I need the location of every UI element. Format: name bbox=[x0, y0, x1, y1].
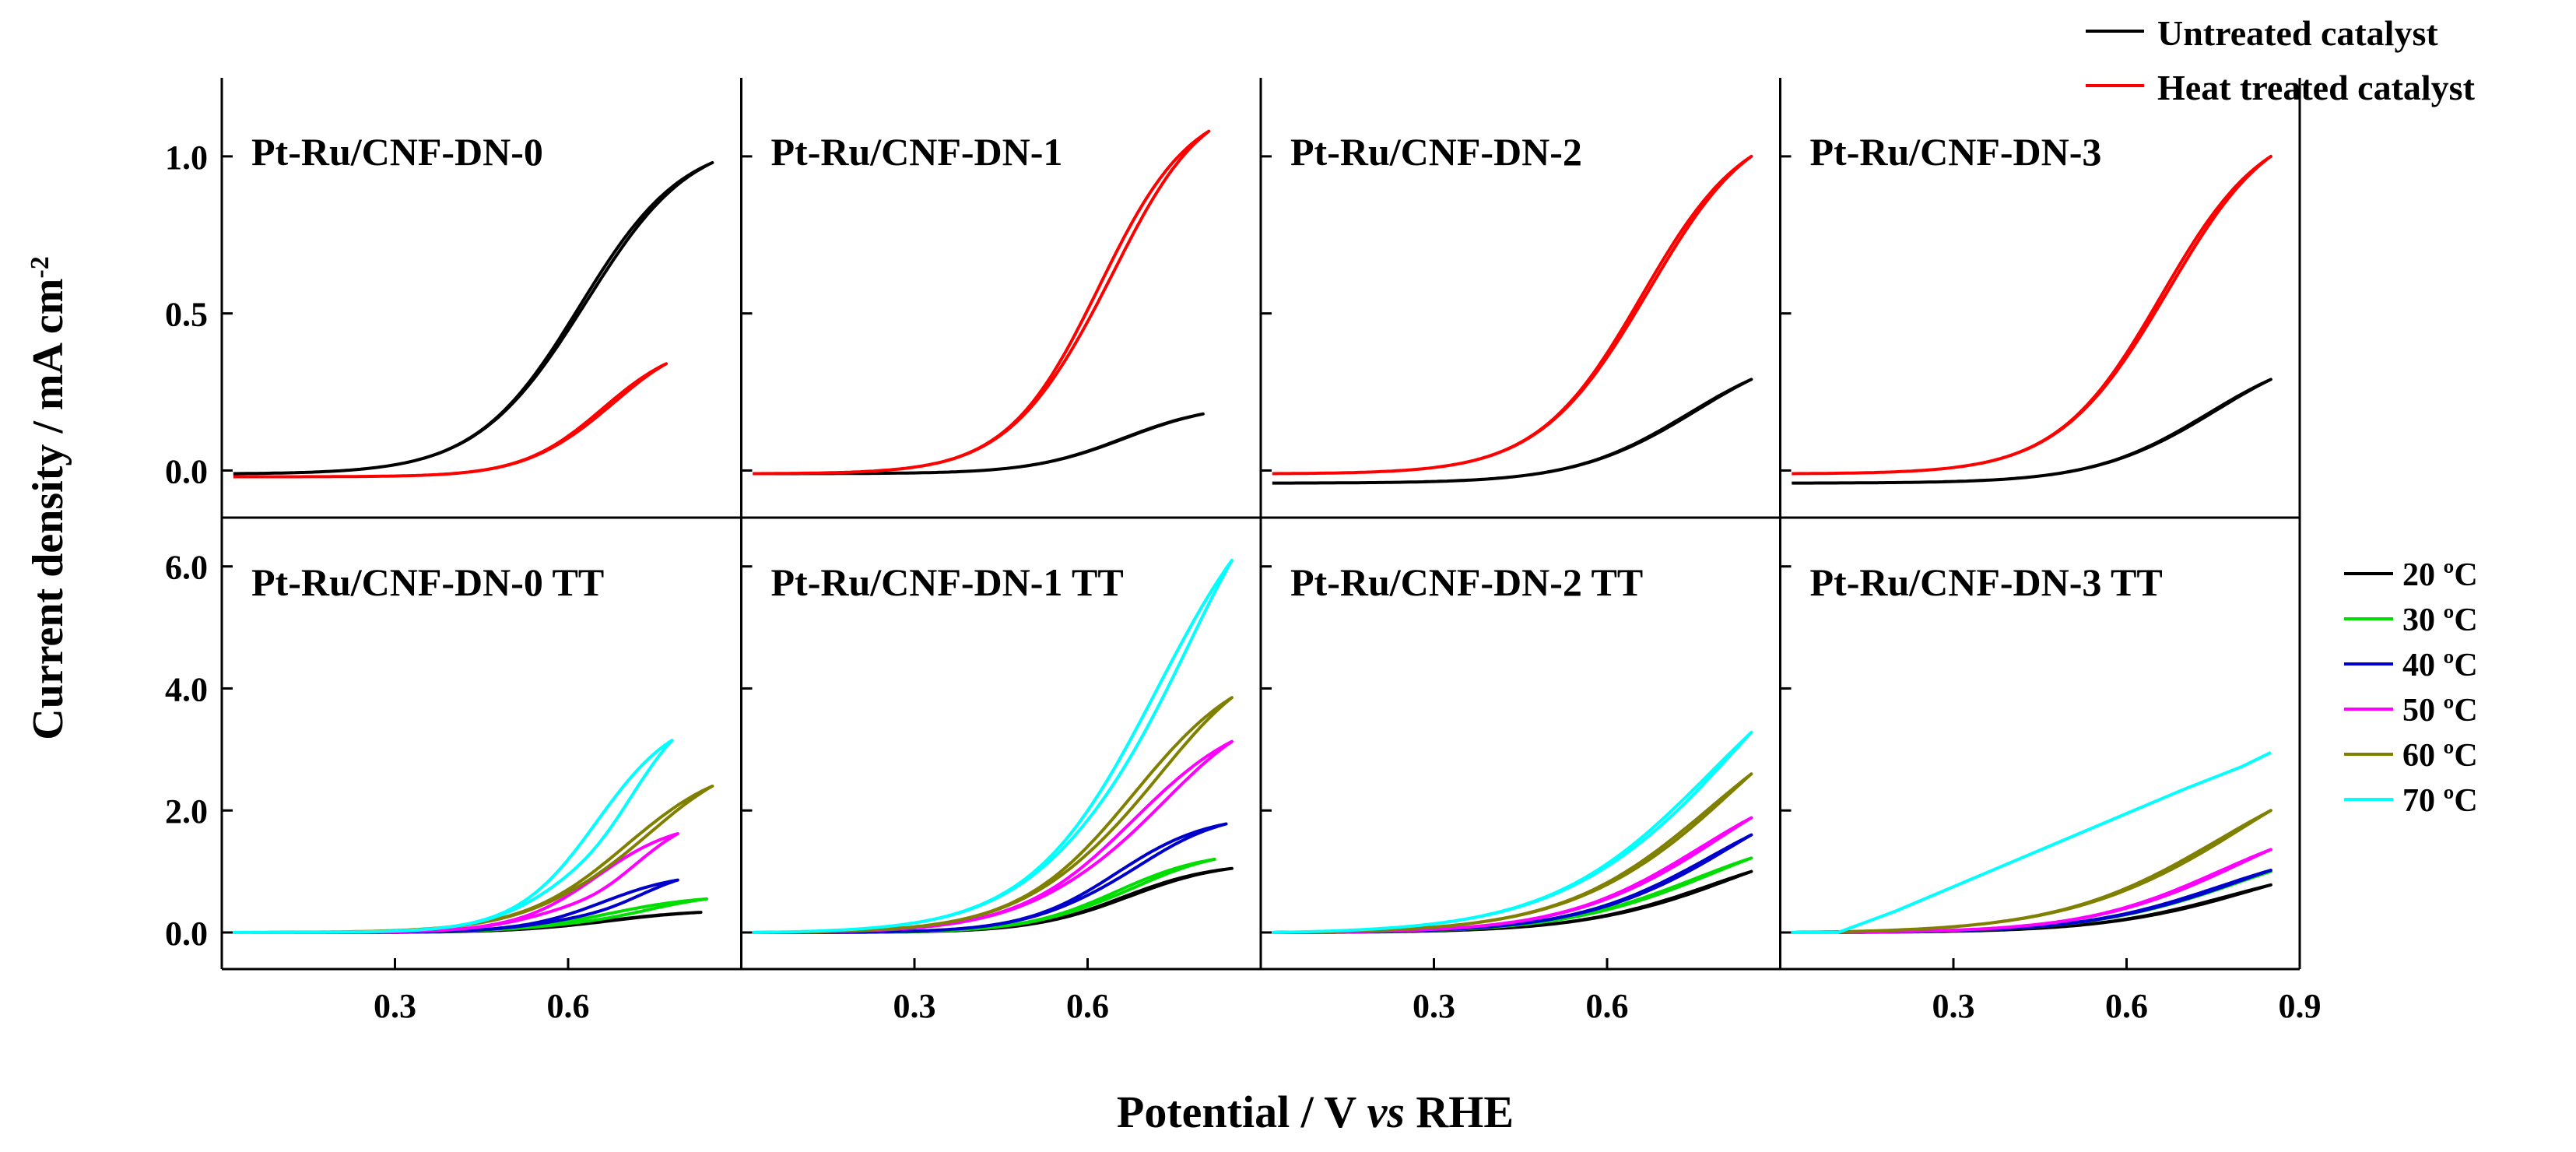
series-untreated-catalyst bbox=[233, 161, 714, 476]
panel-title: Pt-Ru/CNF-DN-3 TT bbox=[1810, 560, 2163, 604]
x-axis-label-italic: vs bbox=[1367, 1087, 1405, 1137]
legend-label-20c: 20 ºC bbox=[2402, 557, 2478, 593]
series-heat-treated-catalyst bbox=[753, 129, 1211, 476]
series-60-c bbox=[1272, 772, 1753, 934]
series-heat-treated-catalyst bbox=[1792, 154, 2272, 476]
panel-title: Pt-Ru/CNF-DN-2 bbox=[1290, 130, 1582, 174]
series-untreated-catalyst bbox=[1792, 378, 2272, 485]
legend-bottom: 20 ºC 30 ºC 40 ºC 50 ºC 60 ºC 70 ºC bbox=[2344, 557, 2478, 819]
x-tick-label: 0.3 bbox=[1413, 987, 1455, 1025]
panels: 0.0 0.5 1.0 Pt-Ru/CNF-DN-0 Pt-Ru/CNF-DN-1 Pt-… bbox=[165, 78, 2322, 1025]
series-50-c bbox=[1792, 848, 2272, 934]
x-tick-label: 0.9 bbox=[2279, 987, 2322, 1025]
series-60-c bbox=[1792, 809, 2272, 934]
x-tick-label: 0.6 bbox=[1586, 987, 1629, 1025]
legend-label-40c: 40 ºC bbox=[2402, 648, 2478, 683]
panel-title: Pt-Ru/CNF-DN-2 TT bbox=[1290, 560, 1643, 604]
y-axis-label-sup: -2 bbox=[26, 256, 54, 278]
legend-label-70c: 70 ºC bbox=[2402, 783, 2478, 819]
series-50-c bbox=[753, 739, 1234, 934]
x-tick-label: 0.3 bbox=[1932, 987, 1975, 1025]
series-60-c bbox=[753, 696, 1234, 934]
series-70-c bbox=[233, 739, 674, 934]
legend-label-30c: 30 ºC bbox=[2402, 602, 2478, 638]
y-tick-label: 0.0 bbox=[165, 915, 208, 953]
y-axis-label: Current density / mA cm-2 bbox=[24, 256, 72, 739]
series-40-c bbox=[753, 822, 1228, 934]
panel-pt-ru-cnf-dn-0: 0.0 0.5 1.0 Pt-Ru/CNF-DN-0 bbox=[165, 78, 742, 519]
series-70-c bbox=[1792, 751, 2272, 934]
x-tick-label: 0.6 bbox=[2105, 987, 2148, 1025]
panel-title: Pt-Ru/CNF-DN-1 bbox=[771, 130, 1063, 174]
x-tick-label: 0.6 bbox=[547, 987, 590, 1025]
panel-pt-ru-cnf-dn-2: Pt-Ru/CNF-DN-2 bbox=[1259, 78, 1781, 519]
panel-pt-ru-cnf-dn-0-tt: 0.0 2.0 4.0 6.0 0.3 0.6 Pt-Ru/CNF-DN-0 TT bbox=[165, 518, 742, 1025]
x-tick-label: 0.3 bbox=[893, 987, 936, 1025]
y-tick-label: 0.0 bbox=[165, 452, 208, 490]
legend-label-60c: 60 ºC bbox=[2402, 738, 2478, 774]
panel-title: Pt-Ru/CNF-DN-0 TT bbox=[251, 560, 604, 604]
y-tick-label: 6.0 bbox=[165, 549, 208, 587]
panel-pt-ru-cnf-dn-2-tt: 0.3 0.6 Pt-Ru/CNF-DN-2 TT bbox=[1259, 518, 1781, 1025]
panel-title: Pt-Ru/CNF-DN-1 TT bbox=[771, 560, 1124, 604]
x-axis-label-prefix: Potential / V bbox=[1117, 1087, 1367, 1137]
series-untreated-catalyst bbox=[753, 412, 1205, 476]
y-tick-label: 4.0 bbox=[165, 670, 208, 708]
panel-title: Pt-Ru/CNF-DN-0 bbox=[251, 130, 543, 174]
x-axis-label-suffix: RHE bbox=[1405, 1087, 1514, 1137]
panel-pt-ru-cnf-dn-1: Pt-Ru/CNF-DN-1 bbox=[740, 78, 1261, 519]
y-tick-label: 0.5 bbox=[165, 296, 208, 334]
legend-label-untreated: Untreated catalyst bbox=[2157, 13, 2438, 53]
series-heat-treated-catalyst bbox=[1272, 154, 1753, 476]
panel-title: Pt-Ru/CNF-DN-3 bbox=[1810, 130, 2102, 174]
panel-pt-ru-cnf-dn-1-tt: 0.3 0.6 Pt-Ru/CNF-DN-1 TT bbox=[740, 518, 1261, 1025]
y-axis-label-main: Current density / mA cm bbox=[24, 279, 72, 740]
series-untreated-catalyst bbox=[1272, 378, 1753, 485]
series-70-c bbox=[1272, 730, 1753, 934]
series-heat-treated-catalyst bbox=[233, 362, 669, 479]
legend-label-heat-treated: Heat treated catalyst bbox=[2157, 68, 2476, 107]
panel-pt-ru-cnf-dn-3-tt: 0.3 0.6 0.9 Pt-Ru/CNF-DN-3 TT bbox=[1779, 518, 2322, 1025]
y-tick-label: 2.0 bbox=[165, 792, 208, 831]
series-70-c bbox=[753, 558, 1234, 934]
x-tick-label: 0.3 bbox=[374, 987, 416, 1025]
series-50-c bbox=[1272, 816, 1753, 934]
legend-top: Untreated catalyst Heat treated catalyst bbox=[2086, 13, 2476, 107]
x-tick-label: 0.6 bbox=[1066, 987, 1109, 1025]
series-30-c bbox=[753, 857, 1216, 934]
panel-pt-ru-cnf-dn-3: Pt-Ru/CNF-DN-3 bbox=[1779, 78, 2301, 519]
x-axis-label: Potential / V vs RHE bbox=[1117, 1087, 1514, 1137]
legend-label-50c: 50 ºC bbox=[2402, 693, 2478, 729]
y-tick-label: 1.0 bbox=[165, 139, 208, 177]
